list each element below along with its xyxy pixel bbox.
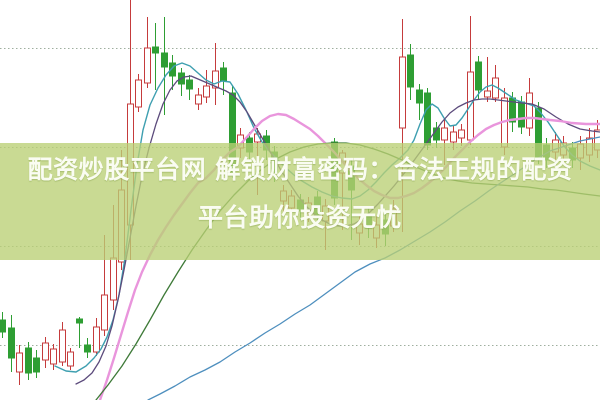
promo-banner-overlay: 配资炒股平台网 解锁财富密码：合法正规的配资 平台助你投资无忧	[0, 143, 600, 260]
banner-text-line2: 平台助你投资无忧	[197, 203, 402, 232]
banner-text-line1: 配资炒股平台网 解锁财富密码：合法正规的配资	[27, 155, 573, 184]
